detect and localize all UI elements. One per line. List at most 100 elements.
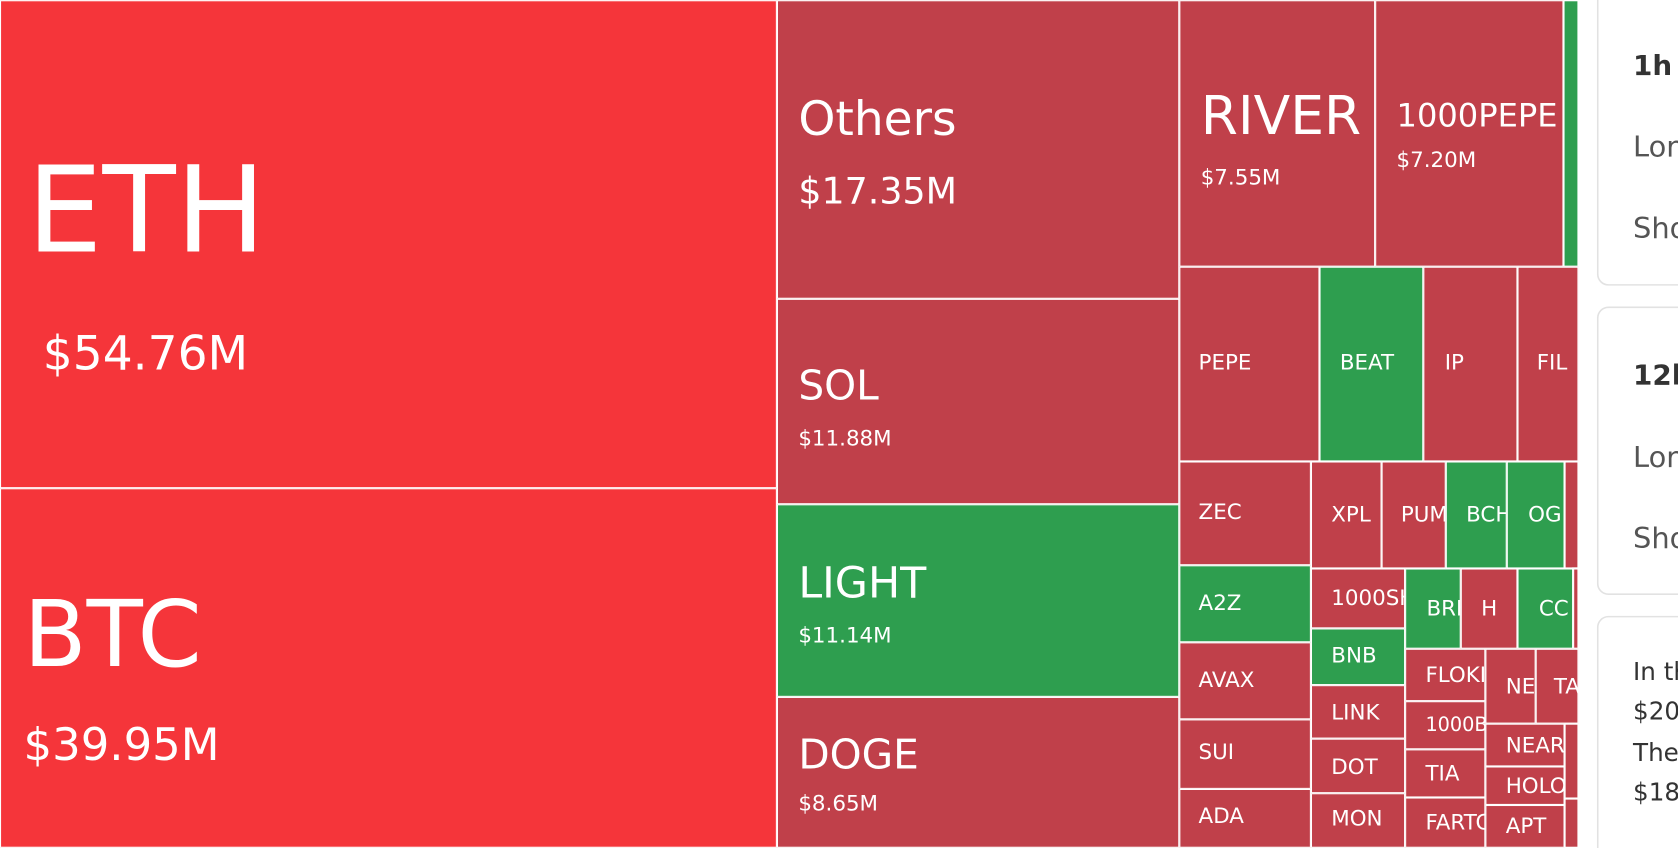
tile-background bbox=[1405, 749, 1486, 798]
tile-label: APT bbox=[1506, 814, 1548, 839]
tile-background bbox=[1310, 738, 1406, 794]
tile-label: ETH bbox=[27, 142, 266, 281]
tile-background bbox=[1405, 568, 1461, 649]
tile-label: 1000SHIB bbox=[1331, 586, 1436, 611]
tile: ZEC bbox=[1179, 461, 1311, 566]
tile-background bbox=[776, 0, 1180, 299]
side-panel: 1h Long Short 12h Long Short In the $20 … bbox=[1596, 0, 1678, 848]
tile-label: LIGHT bbox=[798, 558, 927, 608]
card bbox=[1596, 306, 1678, 595]
tile-label: PUMP bbox=[1401, 502, 1461, 527]
card-text: Long bbox=[1633, 440, 1678, 474]
tile-background bbox=[1485, 766, 1565, 805]
tile-label: TIA bbox=[1424, 761, 1459, 786]
tile-background bbox=[1179, 266, 1320, 462]
tile: PEPE bbox=[1179, 266, 1320, 462]
tile-label: PEPE bbox=[1199, 350, 1252, 375]
tile-sliver bbox=[1572, 567, 1580, 650]
tile-background bbox=[1179, 461, 1311, 566]
tile: AVAX bbox=[1179, 642, 1311, 720]
tile: CC bbox=[1517, 568, 1574, 649]
tile-label: IP bbox=[1445, 350, 1464, 375]
tile: NEAR bbox=[1485, 723, 1565, 767]
tile-label: DOT bbox=[1331, 755, 1378, 780]
tile-label: LINK bbox=[1331, 700, 1380, 725]
tile: APT bbox=[1485, 804, 1565, 848]
card-text: Long bbox=[1633, 129, 1678, 163]
tile-label: 1000PEPE bbox=[1397, 96, 1558, 134]
tile-value: $7.20M bbox=[1397, 148, 1477, 173]
card bbox=[1596, 0, 1678, 286]
tile: TAO bbox=[1535, 648, 1597, 724]
tile-background bbox=[1405, 797, 1486, 848]
tile-background bbox=[1506, 461, 1565, 569]
tile-label: OG bbox=[1528, 502, 1561, 527]
tile-label: MON bbox=[1331, 806, 1382, 831]
tile-value: $17.35M bbox=[798, 170, 957, 213]
tile-background bbox=[0, 0, 777, 489]
tile: FARTCOIN bbox=[1405, 797, 1529, 848]
tile-background bbox=[1423, 266, 1518, 462]
tile-label: FIL bbox=[1537, 350, 1568, 375]
tile: FIL bbox=[1517, 266, 1579, 462]
tile-background bbox=[1485, 723, 1565, 767]
tile: PUMP bbox=[1381, 461, 1461, 569]
tile-value: $39.95M bbox=[24, 718, 220, 771]
tile-label: BCH bbox=[1466, 502, 1511, 527]
tile: H bbox=[1460, 568, 1518, 649]
tile: LIGHT $11.14M bbox=[776, 504, 1180, 697]
tile-background bbox=[1319, 266, 1424, 462]
tile-label: A2Z bbox=[1199, 591, 1242, 616]
tile-background bbox=[1485, 804, 1565, 848]
tile-value: $7.55M bbox=[1201, 165, 1281, 190]
card bbox=[1596, 615, 1678, 848]
tile-background bbox=[1179, 0, 1376, 267]
tile-background bbox=[1460, 568, 1518, 649]
tile-value: $11.14M bbox=[798, 623, 891, 648]
tile-background bbox=[776, 696, 1180, 848]
tile-label: 1000BONK bbox=[1425, 713, 1530, 736]
card-text: Short bbox=[1633, 521, 1678, 555]
tile-label: ADA bbox=[1199, 804, 1245, 829]
tile-value: $54.76M bbox=[43, 326, 248, 381]
tile: RIVER $7.55M bbox=[1179, 0, 1376, 267]
card-title: 12h bbox=[1633, 358, 1678, 391]
card-text: In the bbox=[1633, 657, 1678, 686]
tile-label: NEIRO bbox=[1506, 675, 1574, 700]
tile: BNB bbox=[1310, 628, 1406, 686]
tile-label: FLOKI bbox=[1425, 663, 1486, 688]
treemap: ETH $54.76M BTC $39.95M Others $17.35M SOL $11.… bbox=[0, 0, 1597, 848]
tile: ADA bbox=[1179, 788, 1311, 848]
tile: A2Z bbox=[1179, 565, 1311, 643]
tile-background bbox=[1310, 461, 1382, 569]
tile-label: BRETT bbox=[1427, 597, 1497, 622]
tile-label: NEAR bbox=[1506, 734, 1565, 759]
tile: DOGE $8.65M bbox=[776, 696, 1180, 848]
tile: OG bbox=[1506, 461, 1565, 569]
tile-label: ZEC bbox=[1199, 500, 1242, 525]
tile: HOLO bbox=[1485, 766, 1565, 805]
tile-background bbox=[1310, 628, 1406, 686]
tile: FLOKI bbox=[1405, 648, 1486, 702]
tile: MON bbox=[1310, 793, 1406, 848]
tile-label: TAO bbox=[1553, 675, 1597, 700]
tile-sliver bbox=[1563, 460, 1580, 570]
tile-label: Others bbox=[798, 92, 956, 147]
tile: XPL bbox=[1310, 461, 1382, 569]
card-text: Short bbox=[1633, 211, 1678, 245]
tile: IP bbox=[1423, 266, 1518, 462]
tile-background bbox=[1381, 461, 1446, 569]
tile: 1000SHIB bbox=[1310, 568, 1436, 629]
tile: BTC $39.95M bbox=[0, 488, 777, 848]
tile: 1000BONK bbox=[1405, 701, 1530, 750]
tile-background bbox=[1375, 0, 1564, 267]
tile-background bbox=[1517, 568, 1574, 649]
tile-label: XPL bbox=[1331, 502, 1371, 527]
tile-label: DOGE bbox=[798, 731, 919, 779]
tile: NEIRO bbox=[1485, 648, 1574, 724]
tile-label: FARTCOIN bbox=[1425, 811, 1529, 836]
card-text: The bbox=[1632, 738, 1678, 767]
tile-label: BEAT bbox=[1340, 350, 1395, 375]
tile-background bbox=[776, 298, 1180, 505]
